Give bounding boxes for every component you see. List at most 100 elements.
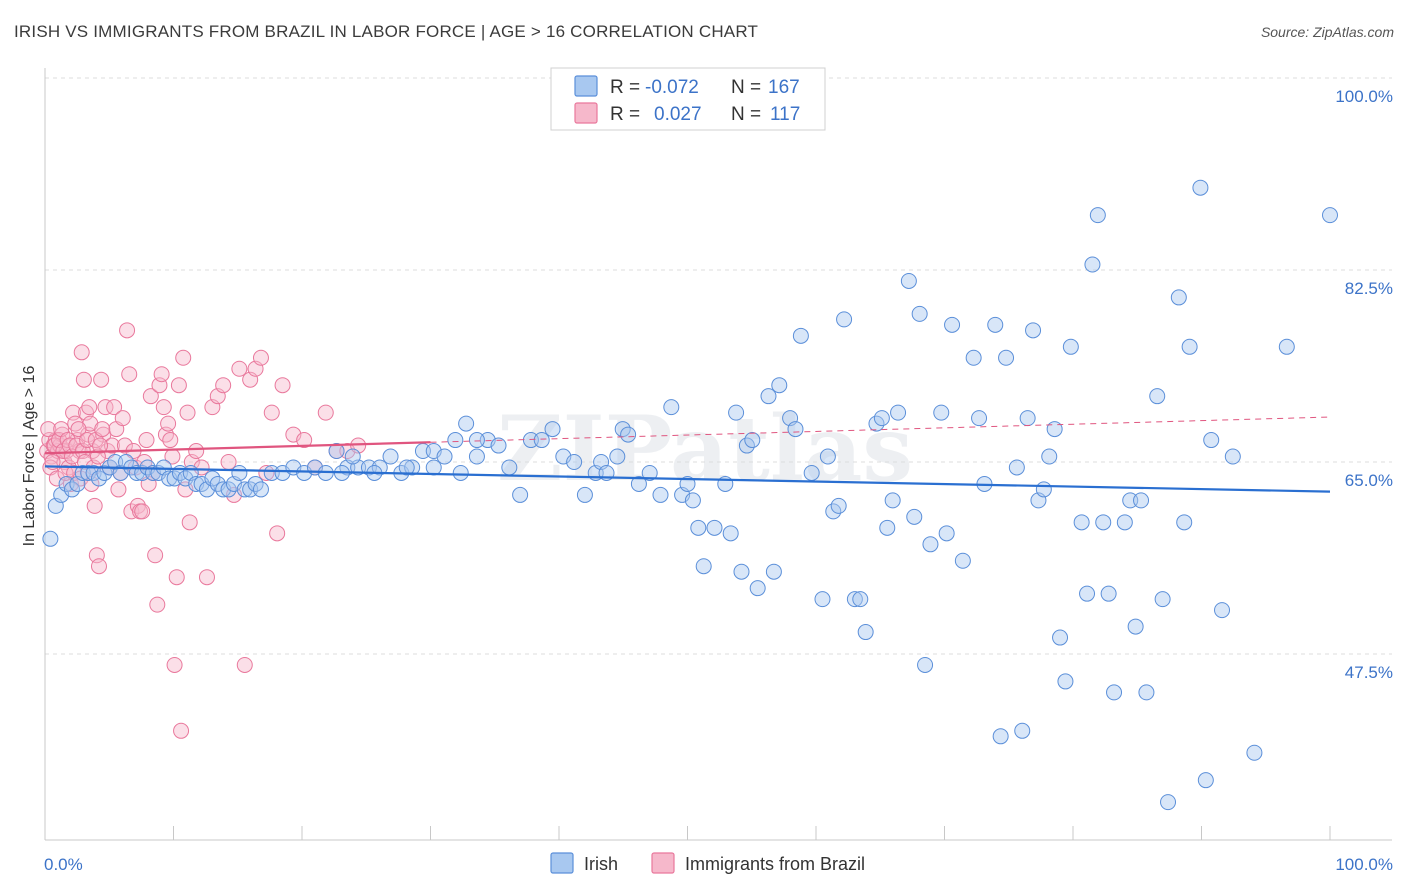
brazil-point bbox=[90, 558, 107, 575]
brazil-point bbox=[138, 432, 155, 449]
irish-point bbox=[873, 410, 890, 427]
axes bbox=[44, 68, 1392, 841]
irish-point bbox=[1127, 618, 1144, 635]
irish-point bbox=[890, 404, 907, 421]
brazil-trend-line bbox=[44, 441, 431, 455]
x-tick-label: 0.0% bbox=[44, 855, 83, 874]
brazil-point bbox=[263, 404, 280, 421]
irish-point bbox=[652, 486, 669, 503]
irish-point bbox=[744, 432, 761, 449]
irish-point bbox=[1062, 338, 1079, 355]
brazil-point bbox=[149, 596, 166, 613]
irish-point bbox=[954, 552, 971, 569]
irish-point bbox=[1154, 591, 1171, 608]
irish-point bbox=[1100, 585, 1117, 602]
irish-point bbox=[911, 305, 928, 322]
bottom-legend-brazil-swatch bbox=[651, 852, 675, 874]
irish-point bbox=[252, 481, 269, 498]
irish-point bbox=[1278, 338, 1295, 355]
irish-point bbox=[544, 421, 561, 438]
irish-point bbox=[468, 432, 485, 449]
legend-irish-n-value: 167 bbox=[768, 77, 800, 98]
irish-point bbox=[1046, 421, 1063, 438]
irish-point bbox=[663, 399, 680, 416]
x-tick-label: 100.0% bbox=[1335, 855, 1393, 874]
brazil-point bbox=[258, 464, 275, 481]
irish-point bbox=[398, 459, 415, 476]
irish-point bbox=[852, 591, 869, 608]
irish-point bbox=[803, 464, 820, 481]
irish-point bbox=[576, 486, 593, 503]
irish-point bbox=[1116, 514, 1133, 531]
irish-point bbox=[884, 492, 901, 509]
brazil-point bbox=[160, 415, 177, 432]
irish-point bbox=[933, 404, 950, 421]
brazil-point bbox=[170, 377, 187, 394]
irish-point bbox=[447, 432, 464, 449]
brazil-trend-extension bbox=[430, 416, 1331, 443]
brazil-point bbox=[155, 399, 172, 416]
brazil-point bbox=[231, 360, 248, 377]
legend-irish-swatch bbox=[574, 75, 598, 97]
brazil-point bbox=[134, 503, 151, 520]
irish-point bbox=[830, 497, 847, 514]
irish-point bbox=[846, 591, 863, 608]
irish-point bbox=[1084, 256, 1101, 273]
irish-point bbox=[620, 426, 637, 443]
irish-point bbox=[1106, 684, 1123, 701]
chart-title: IRISH VS IMMIGRANTS FROM BRAZIL IN LABOR… bbox=[14, 22, 759, 41]
watermark: ZIPatlas bbox=[497, 396, 913, 502]
tick-labels: 47.5% 65.0% 82.5% 100.0% 0.0% 100.0% bbox=[44, 87, 1393, 874]
irish-point bbox=[944, 316, 961, 333]
irish-point bbox=[917, 656, 934, 673]
irish-point bbox=[533, 432, 550, 449]
irish-point bbox=[749, 580, 766, 597]
irish-point bbox=[630, 475, 647, 492]
irish-point bbox=[490, 437, 507, 454]
irish-point bbox=[1322, 207, 1338, 224]
irish-point bbox=[1176, 514, 1193, 531]
irish-point bbox=[1224, 448, 1241, 465]
brazil-point bbox=[48, 470, 65, 487]
irish-point bbox=[1035, 481, 1052, 498]
legend-irish-r-value: -0.072 bbox=[645, 77, 699, 98]
irish-point bbox=[512, 486, 529, 503]
brazil-point bbox=[269, 525, 286, 542]
brazil-point bbox=[153, 366, 170, 383]
irish-point bbox=[425, 459, 442, 476]
irish-point bbox=[792, 327, 809, 344]
legend-brazil-swatch bbox=[574, 102, 598, 124]
brazil-point bbox=[93, 371, 110, 388]
irish-point bbox=[690, 519, 707, 536]
bottom-legend-irish-label: Irish bbox=[584, 854, 618, 874]
irish-point bbox=[906, 508, 923, 525]
irish-point bbox=[684, 492, 701, 509]
irish-point bbox=[819, 448, 836, 465]
brazil-point bbox=[40, 421, 57, 438]
brazil-point bbox=[175, 349, 192, 366]
irish-point bbox=[857, 624, 874, 641]
irish-point bbox=[722, 525, 739, 542]
legend-irish-r-label: R = bbox=[610, 77, 640, 98]
brazil-point bbox=[162, 432, 179, 449]
brazil-point bbox=[147, 547, 164, 564]
irish-point bbox=[695, 558, 712, 575]
irish-point bbox=[1203, 432, 1220, 449]
irish-point bbox=[1025, 322, 1042, 339]
brazil-point bbox=[236, 656, 253, 673]
irish-point bbox=[1197, 772, 1214, 789]
irish-point bbox=[468, 448, 485, 465]
legend-box: R = -0.072 N = 167 R = 0.027 N = 117 bbox=[550, 67, 826, 131]
brazil-point bbox=[70, 421, 87, 438]
brazil-point bbox=[317, 404, 334, 421]
brazil-point bbox=[121, 366, 138, 383]
irish-point bbox=[1138, 684, 1155, 701]
irish-point bbox=[987, 316, 1004, 333]
irish-point bbox=[1089, 207, 1106, 224]
y-axis-label: In Labor Force | Age > 16 bbox=[21, 366, 38, 547]
brazil-point bbox=[215, 377, 232, 394]
brazil-point bbox=[274, 377, 291, 394]
y-tick-label: 47.5% bbox=[1345, 663, 1393, 682]
grid bbox=[45, 77, 1392, 655]
